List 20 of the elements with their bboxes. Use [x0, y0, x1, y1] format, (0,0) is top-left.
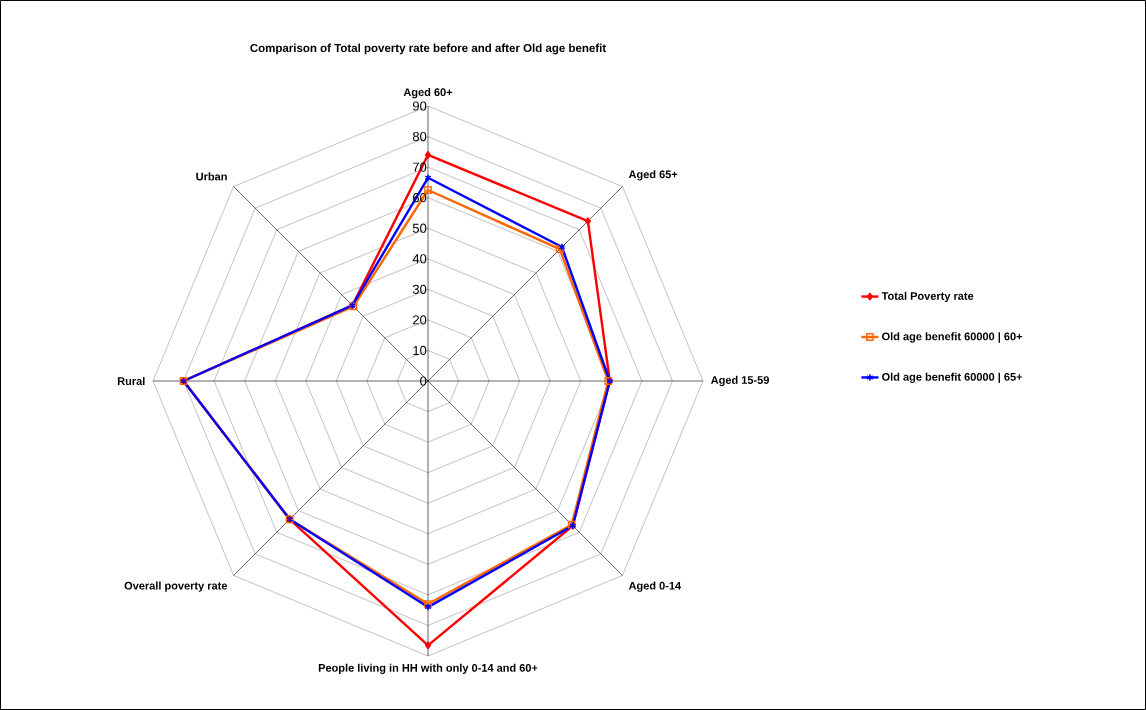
y-tick-label: 80: [412, 131, 427, 142]
y-tick-label: 90: [412, 101, 427, 111]
spoke-label: Overall poverty rate: [124, 581, 228, 592]
y-tick-label: 30: [412, 284, 427, 294]
y-tick-label: 10: [413, 345, 427, 356]
y-tick-label: 40: [412, 254, 427, 264]
legend-label: Total Poverty rate: [881, 291, 974, 303]
chart-title: Comparison of Total poverty rate before and after Old age benefit: [250, 43, 607, 55]
spoke-label: Aged 15-59: [710, 375, 769, 387]
y-tick-label: 0: [420, 376, 427, 386]
spoke-label: People living in HH with only 0-14 and 60+: [318, 663, 538, 674]
spoke-label: Aged 65+: [628, 170, 678, 181]
spoke-label: Aged 0-14: [628, 581, 682, 592]
spoke-label: Urban: [196, 172, 227, 181]
y-tick-label: 20: [413, 315, 427, 325]
legend-label: Old age benefit 60000 | 60+: [882, 332, 1023, 343]
spoke-label: Rural: [117, 376, 145, 386]
legend-label: Old age benefit 60000 | 65+: [882, 372, 1023, 384]
y-tick-label: 50: [412, 223, 427, 233]
spoke-label: Aged 60+: [403, 87, 453, 99]
